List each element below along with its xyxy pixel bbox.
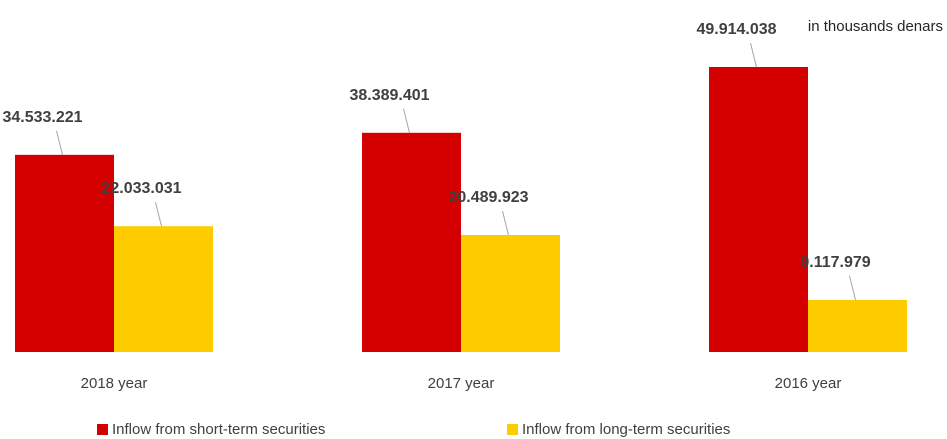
data-label: 9.117.979 bbox=[800, 254, 870, 271]
legend-item-short-term: Inflow from short-term securities bbox=[97, 421, 325, 438]
leader-line bbox=[849, 275, 856, 301]
legend-item-long-term: Inflow from long-term securities bbox=[507, 421, 730, 438]
data-label: 20.489.923 bbox=[448, 189, 528, 206]
category-label: 2018 year bbox=[81, 375, 148, 392]
bar-long-term-0 bbox=[114, 226, 213, 352]
bar-short-term-0 bbox=[15, 154, 114, 352]
bar-group-2: 49.914.038 9.117.979 2016 year bbox=[696, 21, 907, 392]
leader-line bbox=[403, 108, 410, 133]
category-label: 2016 year bbox=[775, 375, 842, 392]
bar-short-term-2 bbox=[709, 67, 808, 352]
leader-line bbox=[750, 42, 757, 68]
bar-long-term-2 bbox=[808, 299, 907, 352]
bar-group-1: 38.389.401 20.489.923 2017 year bbox=[349, 87, 560, 392]
bar-long-term-1 bbox=[461, 235, 560, 352]
legend: Inflow from short-term securities Inflow… bbox=[0, 421, 947, 439]
leader-line bbox=[56, 130, 63, 155]
bar-chart: 34.533.221 22.033.031 2018 year 38.389.401 2… bbox=[2, 21, 907, 392]
data-label: 49.914.038 bbox=[696, 21, 776, 38]
legend-swatch-short-term bbox=[97, 424, 108, 435]
data-label: 34.533.221 bbox=[2, 109, 82, 126]
unit-label: in thousands denars bbox=[807, 18, 943, 35]
legend-label-long-term: Inflow from long-term securities bbox=[522, 421, 731, 438]
category-label: 2017 year bbox=[428, 375, 495, 392]
bar-group-0: 34.533.221 22.033.031 2018 year bbox=[2, 109, 213, 392]
legend-label-short-term: Inflow from short-term securities bbox=[112, 421, 326, 438]
legend-swatch-long-term bbox=[507, 424, 518, 435]
data-label: 38.389.401 bbox=[349, 87, 429, 104]
leader-line bbox=[155, 202, 162, 227]
data-label: 22.033.031 bbox=[101, 180, 181, 197]
bar-short-term-1 bbox=[362, 132, 461, 352]
leader-line bbox=[502, 210, 509, 236]
